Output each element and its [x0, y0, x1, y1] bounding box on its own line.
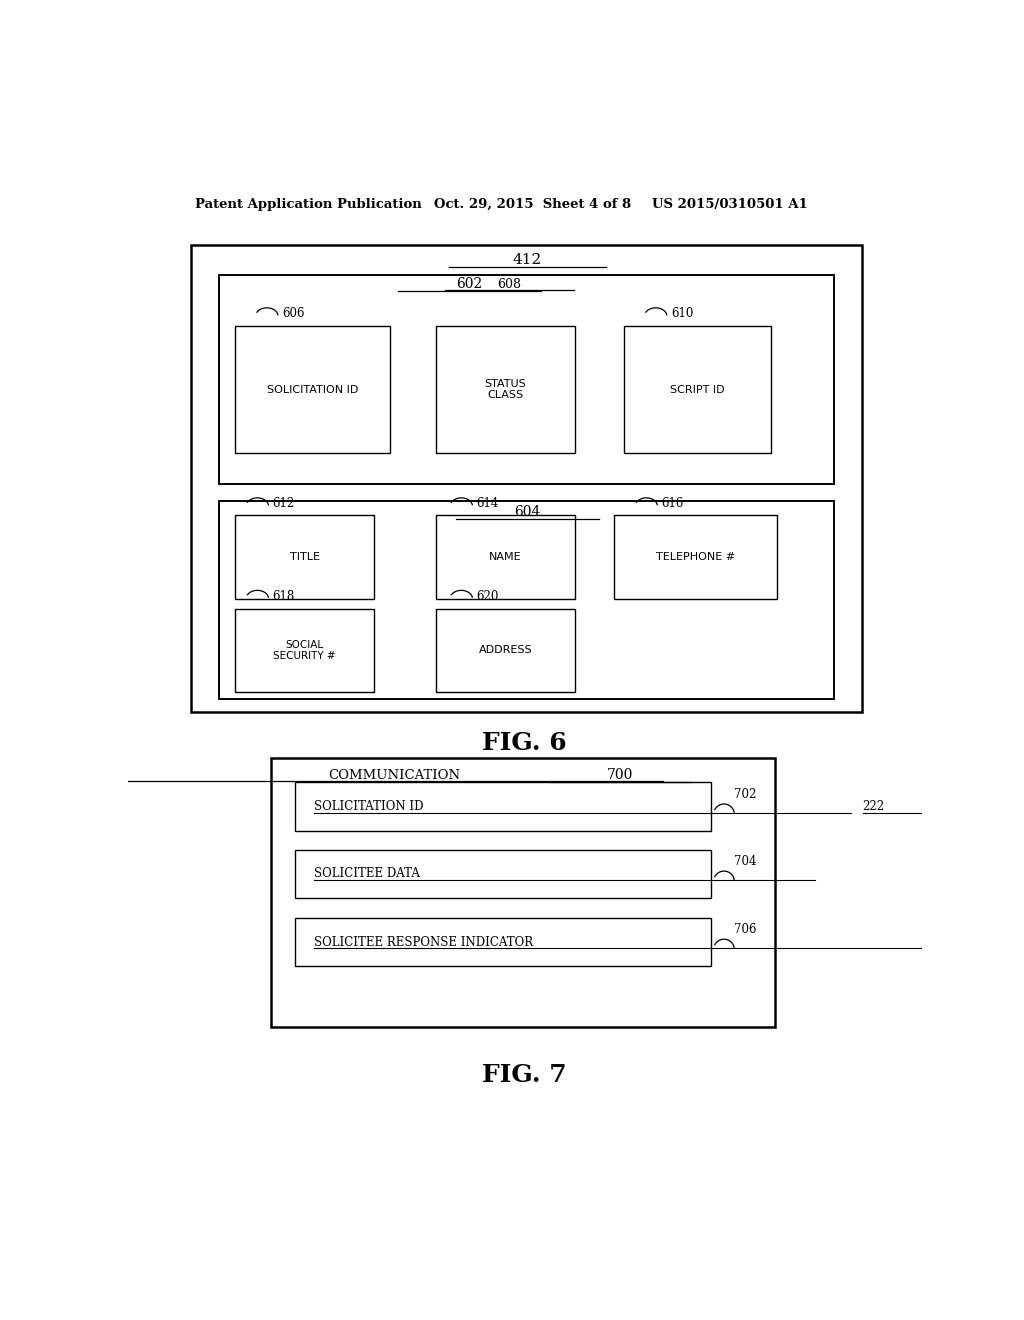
- Bar: [270, 758, 775, 1027]
- Bar: [295, 850, 712, 899]
- Text: 706: 706: [733, 924, 756, 936]
- Text: SOLICITEE RESPONSE INDICATOR: SOLICITEE RESPONSE INDICATOR: [314, 936, 534, 949]
- Bar: [436, 515, 574, 598]
- Bar: [295, 917, 712, 966]
- Text: 222: 222: [862, 800, 885, 813]
- Bar: [614, 515, 777, 598]
- Text: SOLICITEE DATA: SOLICITEE DATA: [314, 867, 421, 880]
- Text: 606: 606: [282, 308, 304, 321]
- Text: 604: 604: [514, 506, 541, 519]
- Bar: [219, 500, 835, 700]
- Text: Oct. 29, 2015  Sheet 4 of 8: Oct. 29, 2015 Sheet 4 of 8: [433, 198, 631, 211]
- Bar: [191, 244, 862, 713]
- Text: NAME: NAME: [489, 552, 521, 562]
- Text: SOLICITATION ID: SOLICITATION ID: [314, 800, 424, 813]
- Text: 702: 702: [733, 788, 756, 801]
- Text: Patent Application Publication: Patent Application Publication: [196, 198, 422, 211]
- Bar: [236, 515, 374, 598]
- Text: COMMUNICATION: COMMUNICATION: [328, 768, 460, 781]
- Text: 602: 602: [456, 277, 482, 292]
- Bar: [295, 783, 712, 832]
- Text: 610: 610: [671, 308, 693, 321]
- Text: 620: 620: [476, 590, 499, 603]
- Text: TELEPHONE #: TELEPHONE #: [656, 552, 735, 562]
- Text: FIG. 7: FIG. 7: [482, 1063, 567, 1088]
- Text: 704: 704: [733, 855, 756, 869]
- Text: FIG. 6: FIG. 6: [482, 731, 567, 755]
- Text: 700: 700: [607, 768, 633, 783]
- Text: 612: 612: [272, 498, 295, 511]
- Text: 608: 608: [498, 279, 521, 290]
- Bar: [436, 326, 574, 453]
- Text: SCRIPT ID: SCRIPT ID: [670, 384, 725, 395]
- Text: US 2015/0310501 A1: US 2015/0310501 A1: [652, 198, 808, 211]
- Bar: [236, 609, 374, 692]
- Text: TITLE: TITLE: [290, 552, 319, 562]
- Text: STATUS
CLASS: STATUS CLASS: [484, 379, 526, 400]
- Bar: [219, 276, 835, 483]
- Text: 614: 614: [476, 498, 499, 511]
- Text: SOLICITATION ID: SOLICITATION ID: [267, 384, 358, 395]
- Bar: [624, 326, 771, 453]
- Bar: [436, 609, 574, 692]
- Text: 412: 412: [513, 253, 542, 267]
- Text: ADDRESS: ADDRESS: [478, 645, 532, 655]
- Text: SOCIAL
SECURITY #: SOCIAL SECURITY #: [273, 639, 336, 661]
- Bar: [236, 326, 390, 453]
- Text: 616: 616: [662, 498, 684, 511]
- Text: 618: 618: [272, 590, 295, 603]
